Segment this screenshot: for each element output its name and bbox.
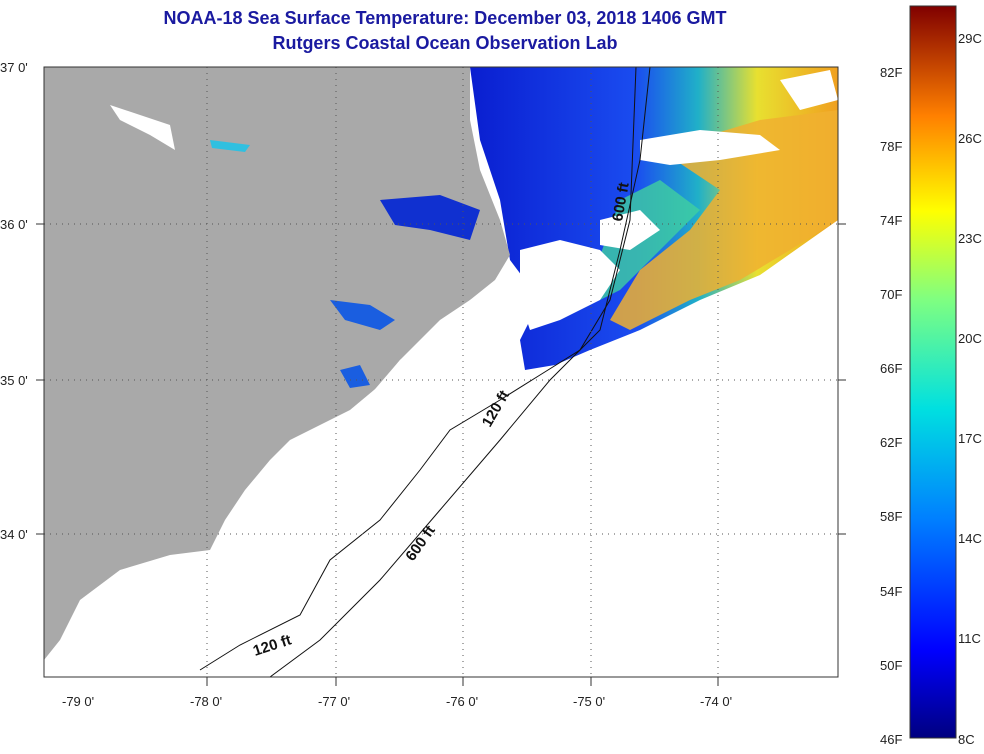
sst-colorbar: [909, 5, 957, 739]
inland-water: [210, 140, 250, 152]
lon-label: -77 0': [318, 694, 350, 709]
inland-water: [110, 105, 175, 150]
lon-label: -76 0': [446, 694, 478, 709]
colorbar-c-label: 23C: [958, 231, 982, 246]
pamlico-sound: [370, 280, 530, 395]
lat-label: 36 0': [0, 217, 28, 232]
inland-water: [330, 300, 395, 330]
inland-water: [340, 365, 370, 388]
colorbar-c-label: 26C: [958, 131, 982, 146]
sst-mid-water: [595, 180, 700, 300]
lon-label: -74 0': [700, 694, 732, 709]
colorbar-c-label: 20C: [958, 331, 982, 346]
colorbar-f-label: 46F: [880, 732, 902, 747]
map-subtitle: Rutgers Coastal Ocean Observation Lab: [272, 33, 618, 53]
colorbar-f-label: 62F: [880, 435, 902, 450]
isobath-label-600-north: 600 ft: [609, 181, 633, 223]
colorbar-f-label: 70F: [880, 287, 902, 302]
isobath-600ft: [269, 67, 651, 677]
lat-label: 37 0': [0, 60, 28, 75]
colorbar-f-label: 78F: [880, 139, 902, 154]
sst-warm-water: [610, 110, 838, 330]
map-title: NOAA-18 Sea Surface Temperature: Decembe…: [163, 8, 727, 28]
colorbar-f-label: 58F: [880, 509, 902, 524]
colorbar-c-label: 17C: [958, 431, 982, 446]
map-border: [43, 66, 839, 678]
colorbar-f-label: 54F: [880, 584, 902, 599]
cloud-patch: [780, 70, 838, 110]
colorbar-c-label: 29C: [958, 31, 982, 46]
lon-label: -78 0': [190, 694, 222, 709]
cloud-patch: [520, 240, 620, 330]
grid: [44, 67, 838, 677]
colorbar-c-label: 8C: [958, 732, 975, 747]
cloud-patch: [600, 210, 660, 250]
colorbar-f-label: 50F: [880, 658, 902, 673]
inland-water: [380, 195, 480, 240]
axis-ticks: [36, 223, 846, 686]
colorbar-c-label: 14C: [958, 531, 982, 546]
lon-label: -75 0': [573, 694, 605, 709]
colorbar-f-label: 82F: [880, 65, 902, 80]
colorbar-f-label: 66F: [880, 361, 902, 376]
cloud-patch: [640, 130, 780, 165]
colorbar-c-label: 11C: [958, 631, 981, 646]
lat-label: 34 0': [0, 527, 28, 542]
isobath-120ft: [199, 67, 637, 671]
lat-label: 35 0': [0, 373, 28, 388]
lon-label: -79 0': [62, 694, 94, 709]
colorbar-f-label: 74F: [880, 213, 902, 228]
